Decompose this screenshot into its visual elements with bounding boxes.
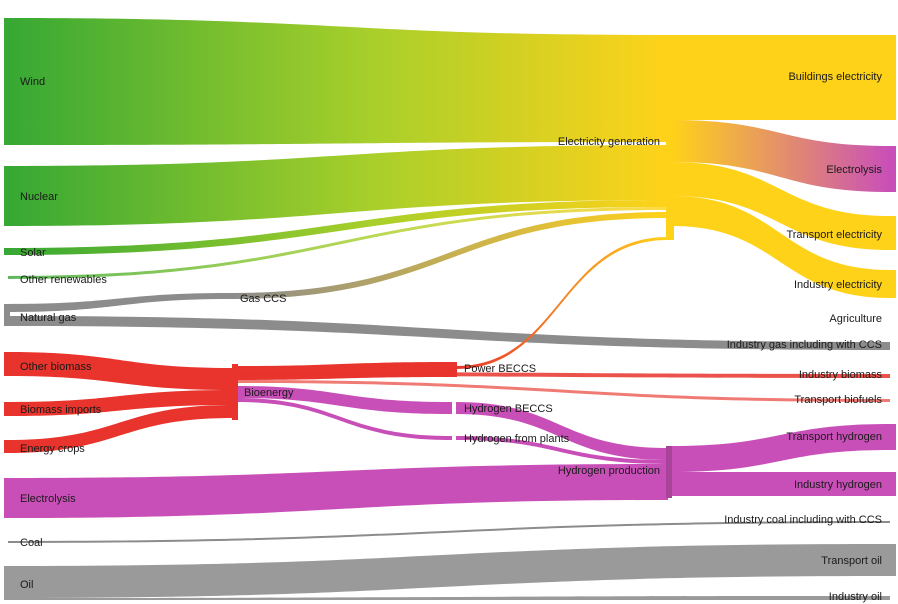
link-electricity-transport [672,162,890,250]
label-biomass-imports: Biomass imports [20,404,102,416]
label-power-beccs: Power BECCS [464,363,536,375]
link-electricity-electrolysis [672,120,890,192]
node-nuclear [4,166,10,226]
link-oil-transportoil [8,544,890,598]
link-gasccs-electricity [230,212,668,299]
label-hydrogen-fuel-plants: Hydrogen from plants [464,433,570,445]
label-electrolysis-in: Electrolysis [20,493,76,505]
node-industry-hydrogen [890,472,896,496]
node-oil [4,566,10,600]
label-transport-oil: Transport oil [821,555,882,567]
label-industry-biomass: Industry biomass [799,369,883,381]
label-transport-hydrogen: Transport hydrogen [786,431,882,443]
label-solar: Solar [20,247,46,259]
sankey-labels: Wind Nuclear Solar Other renewables Natu… [20,71,883,603]
link-coal-industrycoal [8,521,890,543]
link-electricity-industry [672,196,890,298]
link-electricity-buildings [672,35,890,120]
label-coal: Coal [20,537,43,549]
label-hydrogen-production: Hydrogen production [558,465,660,477]
label-nuclear: Nuclear [20,191,58,203]
link-wind-electricity [8,18,668,145]
link-oil-industryoil [8,596,890,600]
label-natural-gas: Natural gas [20,312,77,324]
link-biomassimports-bioenergy [8,390,232,416]
link-gas-industry [8,316,890,350]
label-industry-oil: Industry oil [829,591,882,603]
label-industry-gas: Industry gas including with CCS [727,339,882,351]
label-wind: Wind [20,76,45,88]
node-natural-gas [4,304,10,326]
link-hydrogenbeccs-h2prod [456,402,668,460]
link-energycrops-bioenergy [8,405,232,453]
link-gas-gasccs [8,293,230,312]
link-bioenergy-hydrogenbeccs [236,386,452,414]
label-industry-hydrogen: Industry hydrogen [794,479,882,491]
label-energy-crops: Energy crops [20,443,85,455]
node-electrolysis-in [4,478,10,518]
node-power-beccs [452,362,457,377]
node-electrolysis-out [890,146,896,192]
node-transport-hydrogen [890,424,896,450]
link-other-renewables-electricity [8,207,668,279]
node-transport-oil [890,544,896,576]
link-powerbeccs-electricity [456,237,668,369]
label-other-renewables: Other renewables [20,274,107,286]
node-energy-crops [4,440,10,453]
node-bioenergy [232,364,238,420]
link-bioenergy-industrybiomass [236,372,890,378]
label-other-biomass: Other biomass [20,361,92,373]
node-buildings-electricity [890,35,896,120]
link-bioenergy-hydrogenplants [236,398,452,440]
link-h2prod-industryhydrogen [672,472,890,496]
link-bioenergy-transportbiofuels [236,380,890,402]
label-hydrogen-beccs: Hydrogen BECCS [464,403,553,415]
node-industry-electricity [890,270,896,298]
label-industry-coal: Industry coal including with CCS [724,514,882,526]
label-agriculture: Agriculture [829,313,882,325]
label-buildings-electricity: Buildings electricity [788,71,882,83]
link-solar-electricity [8,200,668,255]
node-hydrogen-production [666,446,672,498]
link-nuclear-electricity [8,145,668,226]
node-solar [4,248,10,255]
link-bioenergy-powerbeccs [236,362,452,380]
label-bioenergy: Bioenergy [244,387,294,399]
node-wind [4,18,10,145]
label-oil: Oil [20,579,33,591]
label-gas-ccs: Gas CCS [240,293,286,305]
link-h2prod-transporthydrogen [672,424,890,472]
node-biomass-imports [4,402,10,416]
node-electricity-generation [666,35,674,240]
sankey-links [8,18,890,600]
link-electrolysis-h2prod [8,464,668,518]
link-hydrogenplants-h2prod [456,436,668,464]
label-electrolysis-out: Electrolysis [826,164,882,176]
label-electricity-generation: Electricity generation [558,136,660,148]
label-transport-biofuels: Transport biofuels [794,394,882,406]
label-industry-electricity: Industry electricity [794,279,883,291]
sankey-nodes [4,18,896,600]
label-transport-electricity: Transport electricity [786,229,882,241]
node-transport-electricity [890,216,896,250]
link-otherbiomass-bioenergy [8,352,232,390]
node-other-biomass [4,352,10,376]
